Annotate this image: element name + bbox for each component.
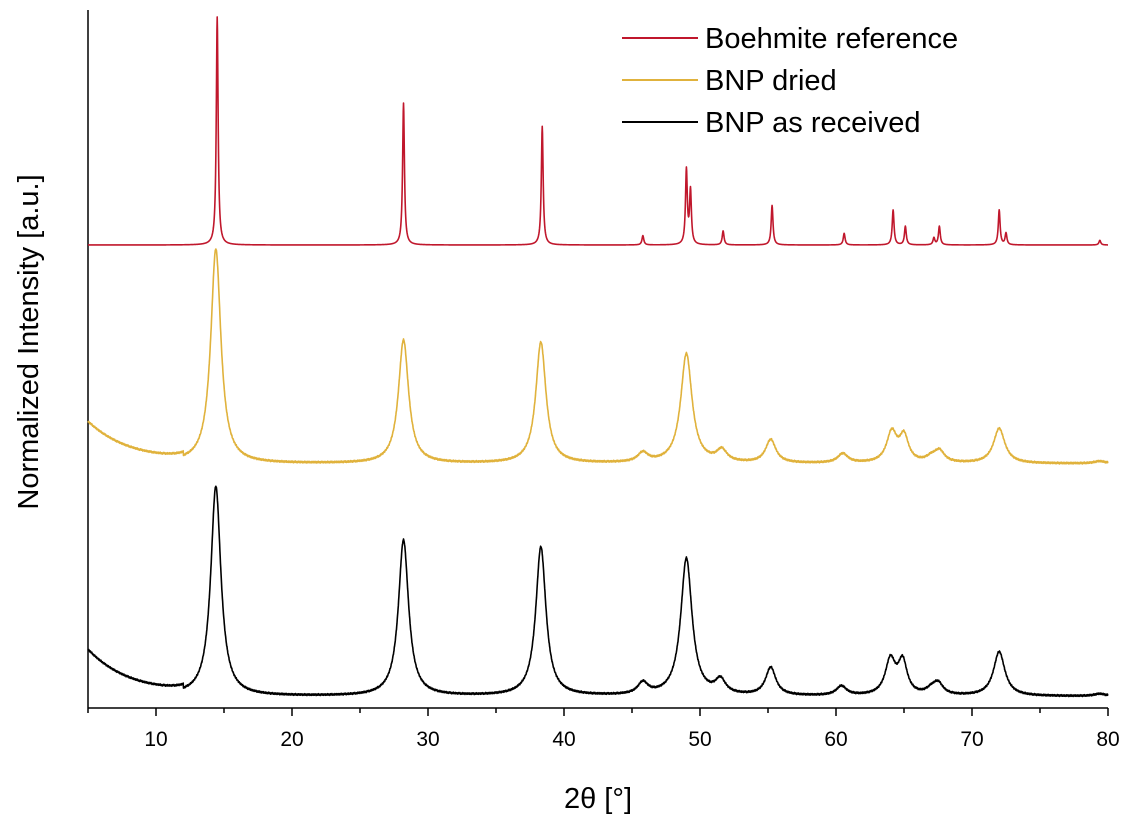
x-tick-label: 30 [416,728,439,751]
series-line-0 [87,16,1109,246]
series-line-2 [87,485,1109,698]
legend-label: Boehmite reference [705,23,958,55]
x-ticks: 10 20 30 40 50 60 70 80 [87,708,1120,751]
x-tick-label: 60 [824,728,847,751]
x-tick-label: 10 [144,728,167,751]
x-tick-label: 20 [280,728,303,751]
series-line-1 [87,248,1109,465]
x-tick-label: 50 [688,728,711,751]
legend: Boehmite reference BNP dried BNP as receiv… [622,23,958,139]
x-tick-label: 70 [960,728,983,751]
legend-label: BNP dried [705,65,837,97]
series-layer [87,16,1109,698]
x-axis-title: 2θ [°] [564,783,632,814]
x-tick-label: 40 [552,728,575,751]
plot-frame [87,10,1108,709]
x-tick-label: 80 [1096,728,1119,751]
y-axis-title: Normalized Intensity [a.u.] [13,174,45,509]
legend-label: BNP as received [705,107,920,139]
